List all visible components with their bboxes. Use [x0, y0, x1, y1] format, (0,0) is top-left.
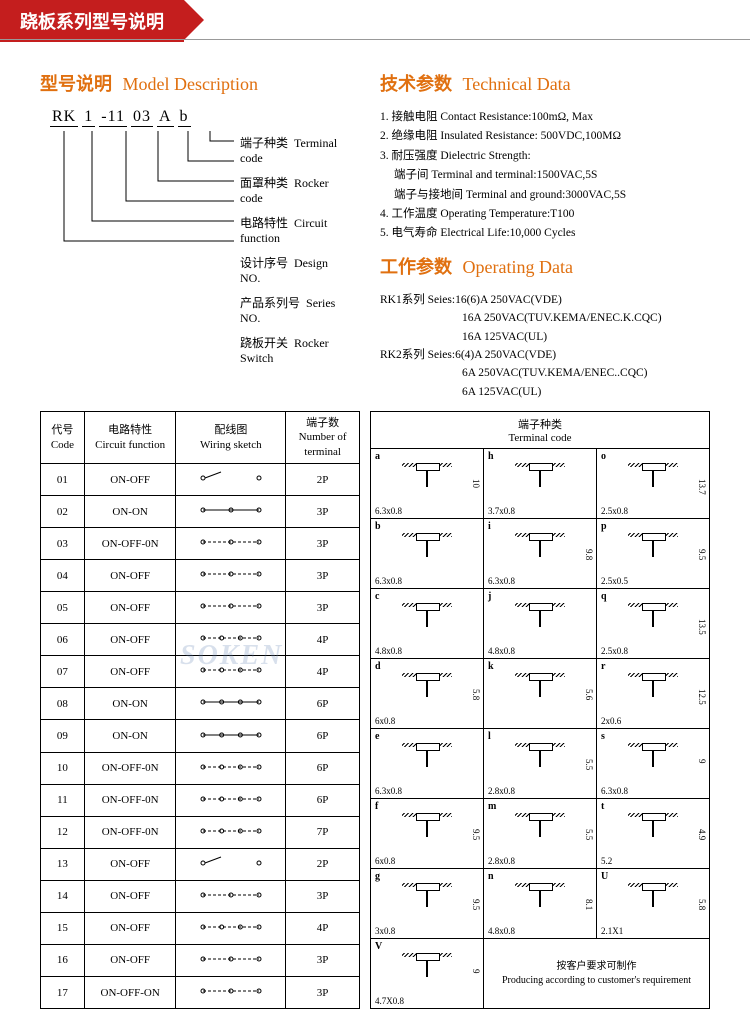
tech-title: 技术参数 Technical Data: [380, 70, 710, 96]
table-row: 12ON-OFF-0N7P: [41, 816, 360, 848]
terminal-cell: d 6x0.8 5.8: [371, 659, 484, 729]
terminal-cell: V 4.7X0.8 9: [371, 939, 484, 1009]
table-row: 13ON-OFF2P: [41, 848, 360, 880]
table-row: d 6x0.8 5.8 k 5.6 r 2x0.6 12.5: [371, 659, 710, 729]
terminal-cell: l 2.8x0.8 5.5: [484, 729, 597, 799]
terminal-cell: g 3x0.8 9.5: [371, 869, 484, 939]
terminal-cell: p 2.5x0.5 9.5: [597, 519, 710, 589]
table-row: 01ON-OFF2P: [41, 463, 360, 495]
table-row: g 3x0.8 9.5 n 4.8x0.8 8.1 U 2.1X1 5.8: [371, 869, 710, 939]
table-row: 17ON-OFF-ON3P: [41, 976, 360, 1008]
circuit-table: 代号Code 电路特性Circuit function 配线图Wiring sk…: [40, 411, 360, 1009]
bracket-diagram: 端子种类Terminal code 面罩种类Rocker code 电路特性Ci…: [48, 131, 350, 366]
terminal-cell: h 3.7x0.8: [484, 449, 597, 519]
terminal-cell: e 6.3x0.8: [371, 729, 484, 799]
terminal-cell: s 6.3x0.8 9: [597, 729, 710, 799]
header-banner: 跷板系列型号说明: [0, 0, 750, 40]
tables-row: 代号Code 电路特性Circuit function 配线图Wiring sk…: [0, 401, 750, 1029]
model-code: RK1-1103Ab: [48, 108, 350, 127]
terminal-cell: n 4.8x0.8 8.1: [484, 869, 597, 939]
tech-operating: 技术参数 Technical Data 1. 接触电阻 Contact Resi…: [380, 70, 710, 401]
terminal-cell: m 2.8x0.8 5.5: [484, 799, 597, 869]
table-row: 15ON-OFF4P: [41, 912, 360, 944]
terminal-cell: j 4.8x0.8: [484, 589, 597, 659]
terminal-cell: q 2.5x0.8 13.5: [597, 589, 710, 659]
terminal-cell: c 4.8x0.8: [371, 589, 484, 659]
terminal-cell: o 2.5x0.8 13.7: [597, 449, 710, 519]
operating-title: 工作参数 Operating Data: [380, 253, 710, 279]
table-row: 04ON-OFF3P: [41, 560, 360, 592]
table-row: a 6.3x0.8 10 h 3.7x0.8 o 2.5x0.8 13.7: [371, 449, 710, 519]
terminal-cell: U 2.1X1 5.8: [597, 869, 710, 939]
table-row: 05ON-OFF3P: [41, 592, 360, 624]
terminal-cell: k 5.6: [484, 659, 597, 729]
custom-note: 按客户要求可制作Producing according to customer'…: [484, 939, 710, 1009]
bracket-lines: [48, 131, 238, 281]
table-row: 16ON-OFF3P: [41, 944, 360, 976]
table-row: 10ON-OFF-0N6P: [41, 752, 360, 784]
operating-list: RK1系列 Seies:16(6)A 250VAC(VDE) 16A 250VA…: [380, 291, 710, 401]
table-row: c 4.8x0.8 j 4.8x0.8 q 2.5x0.8 13.5: [371, 589, 710, 659]
table-row: e 6.3x0.8 l 2.8x0.8 5.5 s 6.3x0.8 9: [371, 729, 710, 799]
table-row: 02ON-ON3P: [41, 496, 360, 528]
terminal-cell: t 5.2 4.9: [597, 799, 710, 869]
table-row: 14ON-OFF3P: [41, 880, 360, 912]
terminal-cell: r 2x0.6 12.5: [597, 659, 710, 729]
table-row: f 6x0.8 9.5 m 2.8x0.8 5.5 t 5.2 4.9: [371, 799, 710, 869]
terminal-cell: a 6.3x0.8 10: [371, 449, 484, 519]
content-row: 型号说明 Model Description RK1-1103Ab 端子种类Te…: [0, 70, 750, 401]
terminal-cell: i 6.3x0.8 9.8: [484, 519, 597, 589]
table-row: 09ON-ON6P: [41, 720, 360, 752]
table-row: 07ON-OFF4P: [41, 656, 360, 688]
table-row: b 6.3x0.8 i 6.3x0.8 9.8 p 2.5x0.5 9.5: [371, 519, 710, 589]
terminal-table: 端子种类Terminal code a 6.3x0.8 10 h 3.7x0.8…: [370, 411, 710, 1009]
page-title: 跷板系列型号说明: [0, 0, 184, 42]
terminal-cell: f 6x0.8 9.5: [371, 799, 484, 869]
table-row: 06ON-OFF4P: [41, 624, 360, 656]
table-row: 03ON-OFF-0N3P: [41, 528, 360, 560]
table-row: V 4.7X0.8 9 按客户要求可制作Producing according …: [371, 939, 710, 1009]
table-row: 08ON-ON6P: [41, 688, 360, 720]
tech-list: 1. 接触电阻 Contact Resistance:100mΩ, Max 2.…: [380, 108, 710, 243]
table-row: 11ON-OFF-0N6P: [41, 784, 360, 816]
terminal-cell: b 6.3x0.8: [371, 519, 484, 589]
model-description: 型号说明 Model Description RK1-1103Ab 端子种类Te…: [40, 70, 350, 401]
banner-underline: [0, 39, 750, 40]
model-title: 型号说明 Model Description: [40, 70, 350, 96]
